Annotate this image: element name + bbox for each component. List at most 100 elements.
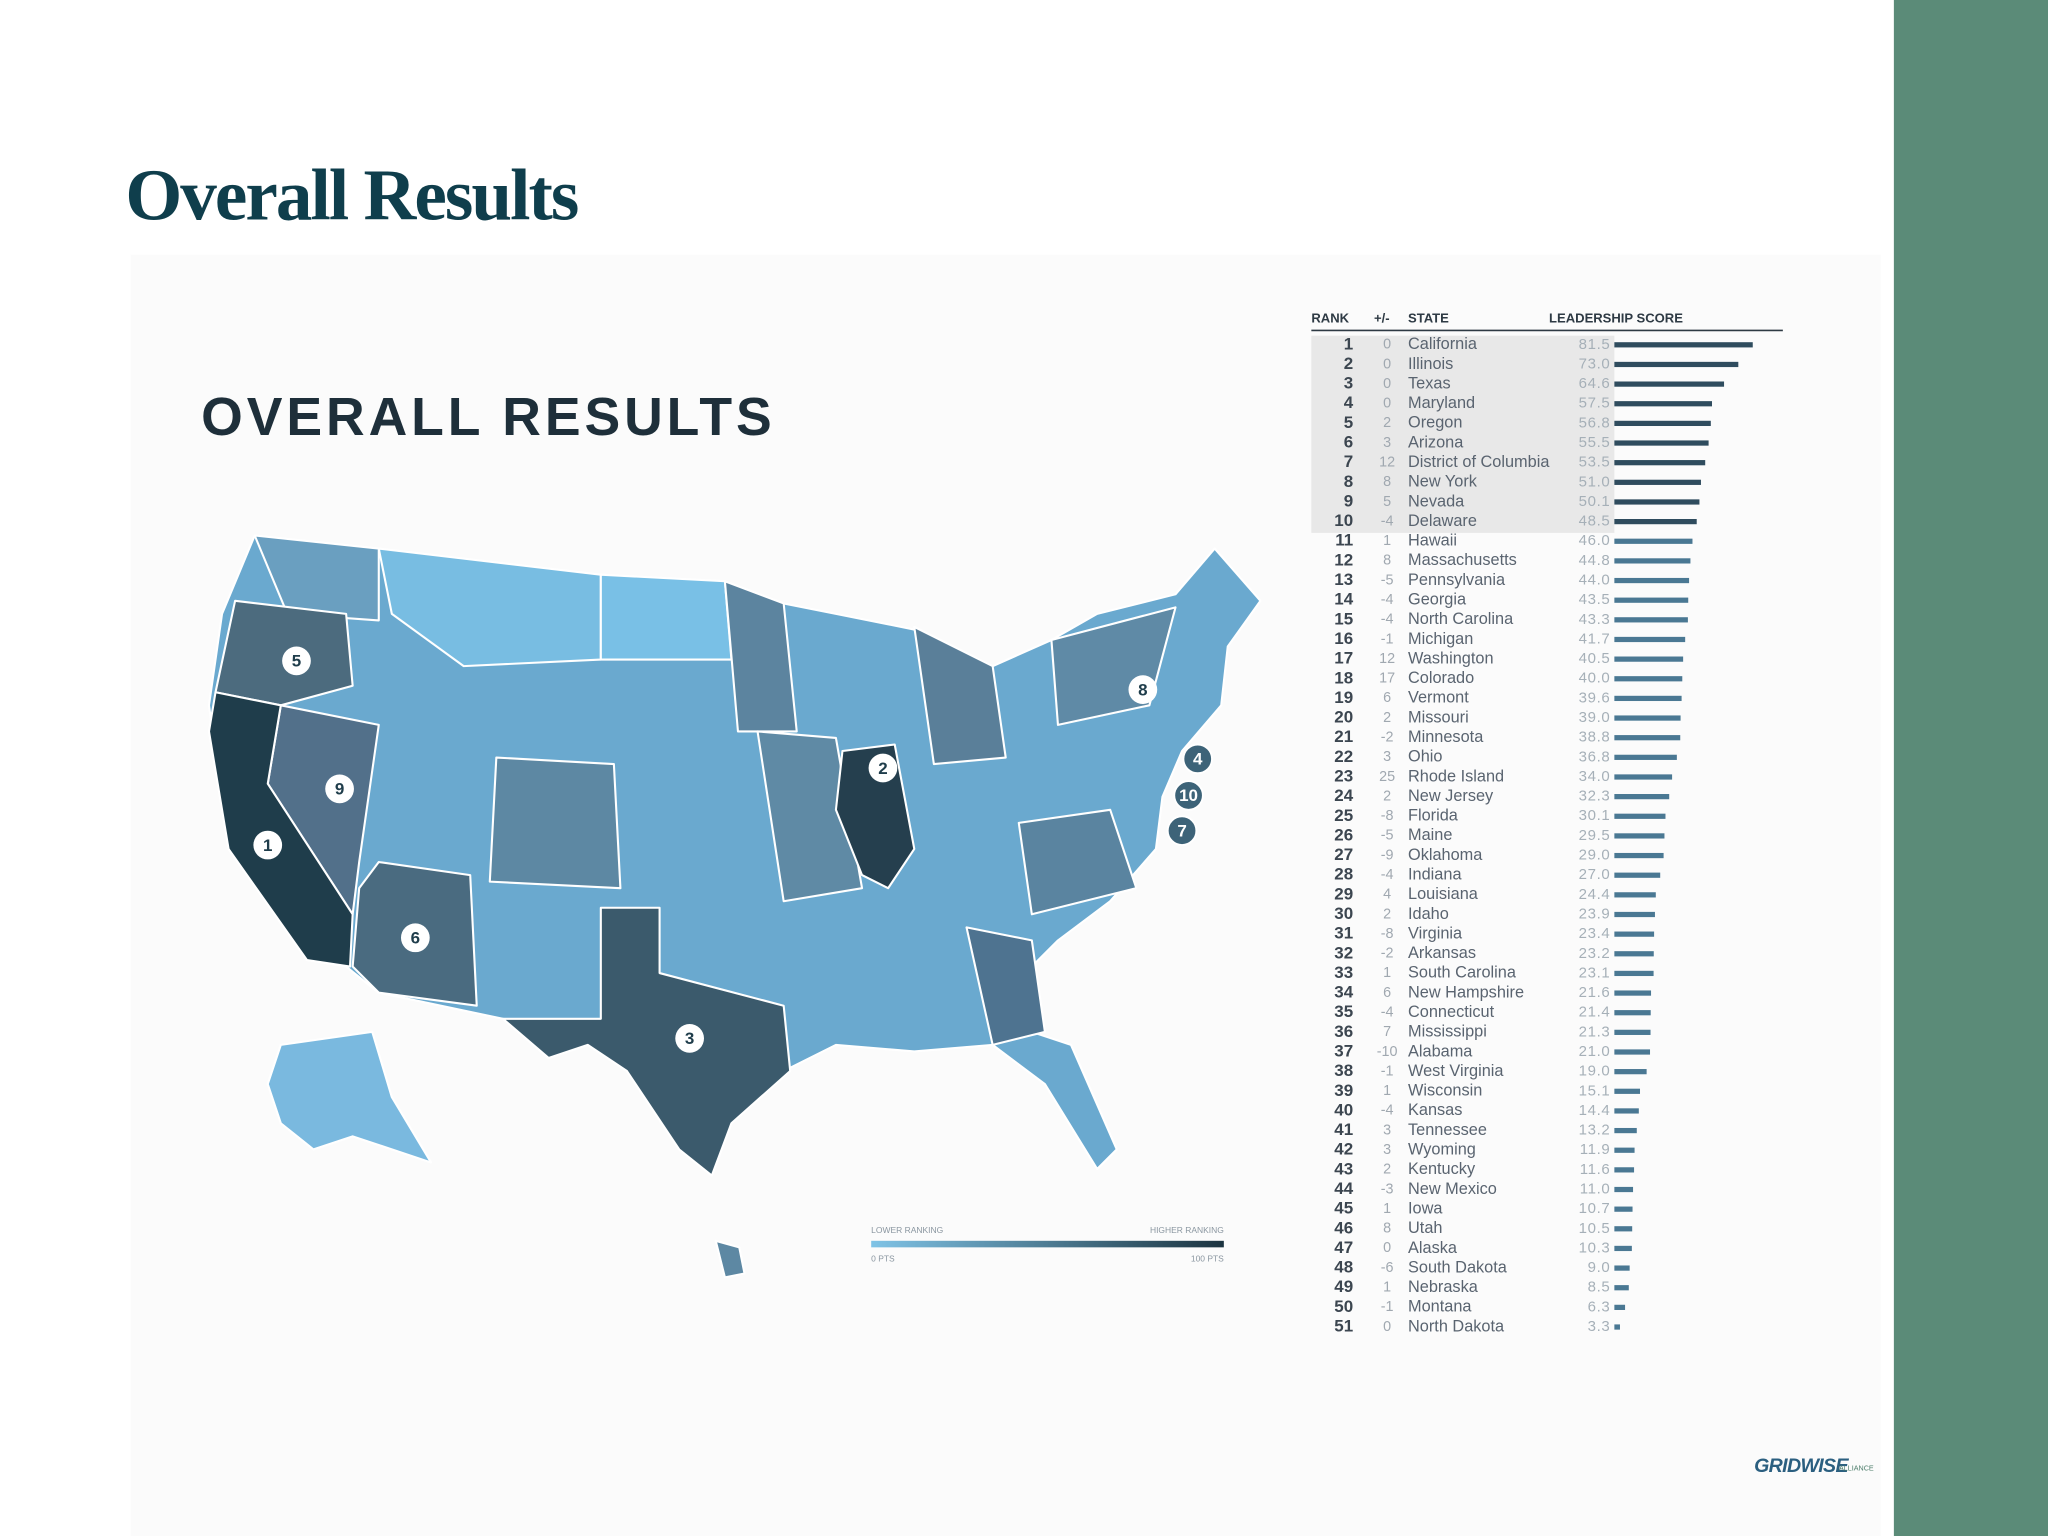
change: 1 (1383, 1280, 1391, 1296)
state: Montana (1408, 1298, 1472, 1316)
score-bar (1614, 401, 1712, 407)
state: Nebraska (1408, 1278, 1479, 1296)
change: -4 (1381, 1103, 1394, 1119)
change: 2 (1383, 788, 1391, 804)
legend-max-label: 100 PTS (1191, 1254, 1224, 1264)
score: 6.3 (1588, 1298, 1611, 1315)
score: 64.6 (1579, 375, 1611, 392)
score: 41.7 (1579, 630, 1611, 647)
state: West Virginia (1408, 1062, 1504, 1080)
score: 81.5 (1579, 336, 1611, 353)
marker-badge (675, 1024, 704, 1053)
score-bar (1614, 1029, 1651, 1035)
legend-low-label: LOWER RANKING (871, 1225, 943, 1235)
score: 10.3 (1579, 1239, 1611, 1256)
change: 3 (1383, 435, 1391, 451)
score-bar (1614, 931, 1655, 937)
logo-name: GRIDWISE (1754, 1455, 1849, 1477)
state-region (756, 730, 864, 903)
score-bar (1614, 774, 1673, 780)
score-bar (1614, 794, 1670, 800)
rank: 6 (1344, 433, 1353, 452)
change: 3 (1383, 1142, 1391, 1158)
change: 5 (1383, 494, 1391, 510)
state-region (913, 625, 1007, 766)
score-bar (1614, 342, 1753, 348)
rank: 20 (1334, 708, 1353, 727)
state: Arkansas (1408, 944, 1476, 962)
rank: 39 (1334, 1081, 1353, 1100)
rank: 38 (1334, 1061, 1353, 1080)
state: Wisconsin (1408, 1082, 1482, 1100)
score-bar (1614, 1324, 1620, 1330)
score: 38.8 (1579, 729, 1611, 746)
change: -8 (1381, 926, 1394, 942)
score: 39.6 (1579, 689, 1611, 706)
score: 23.1 (1579, 964, 1611, 981)
change: -5 (1381, 828, 1394, 844)
rank: 36 (1334, 1022, 1353, 1041)
rank: 14 (1334, 590, 1353, 609)
rank: 32 (1334, 943, 1353, 962)
change: 0 (1383, 356, 1391, 372)
score: 10.5 (1579, 1220, 1611, 1237)
score-bar (1614, 577, 1690, 584)
change: 3 (1383, 1122, 1391, 1138)
state: District of Columbia (1408, 453, 1550, 471)
state: New Hampshire (1408, 983, 1524, 1001)
marker-label: 8 (1138, 680, 1147, 699)
change: -1 (1381, 631, 1394, 647)
rank: 17 (1334, 649, 1353, 668)
us-map (207, 534, 1262, 1279)
state: Pennsylvania (1408, 571, 1506, 589)
rank: 15 (1334, 609, 1353, 628)
score-bar (1614, 1108, 1639, 1114)
score-bar (1614, 1088, 1641, 1094)
rank: 33 (1334, 963, 1353, 982)
rank: 2 (1344, 354, 1353, 373)
score: 46.0 (1579, 532, 1611, 549)
score-bar (1614, 1167, 1635, 1173)
score: 43.5 (1579, 591, 1611, 608)
change: -1 (1381, 1063, 1394, 1079)
change: 1 (1383, 533, 1391, 549)
change: 17 (1379, 671, 1395, 687)
rank: 35 (1334, 1002, 1353, 1021)
column-header: STATE (1408, 311, 1449, 326)
marker-label: 4 (1193, 750, 1203, 769)
state: Tennessee (1408, 1121, 1487, 1139)
rank: 49 (1334, 1277, 1353, 1296)
state: Ohio (1408, 748, 1442, 766)
column-header: +/- (1374, 311, 1390, 326)
state: Georgia (1408, 591, 1467, 609)
score: 32.3 (1579, 788, 1611, 805)
state: Nevada (1408, 492, 1465, 510)
state: Arizona (1408, 433, 1464, 451)
score-bar (1614, 597, 1689, 603)
state: Colorado (1408, 669, 1474, 687)
rank: 27 (1334, 845, 1353, 864)
score-bar (1614, 1245, 1632, 1252)
sidebar (1893, 0, 2048, 1536)
rank: 13 (1334, 570, 1353, 589)
score: 40.0 (1579, 670, 1611, 687)
state-region (253, 534, 380, 622)
score-bar (1614, 617, 1688, 623)
score-bar (1614, 852, 1664, 859)
change: 6 (1383, 690, 1391, 706)
score: 57.5 (1579, 395, 1611, 412)
score: 14.4 (1579, 1102, 1611, 1119)
column-header: RANK (1311, 311, 1349, 326)
marker-badge (1173, 780, 1204, 811)
score-bar (1614, 1304, 1626, 1310)
change: 7 (1383, 1024, 1391, 1040)
change: 0 (1383, 1319, 1391, 1335)
rank: 42 (1334, 1140, 1353, 1159)
state: Maine (1408, 826, 1452, 844)
score-bar (1614, 1127, 1637, 1134)
rank: 16 (1334, 629, 1353, 648)
score-bar (1614, 1265, 1630, 1271)
state: Massachusetts (1408, 551, 1517, 569)
rank: 50 (1334, 1297, 1353, 1316)
score-bar (1614, 1186, 1634, 1193)
